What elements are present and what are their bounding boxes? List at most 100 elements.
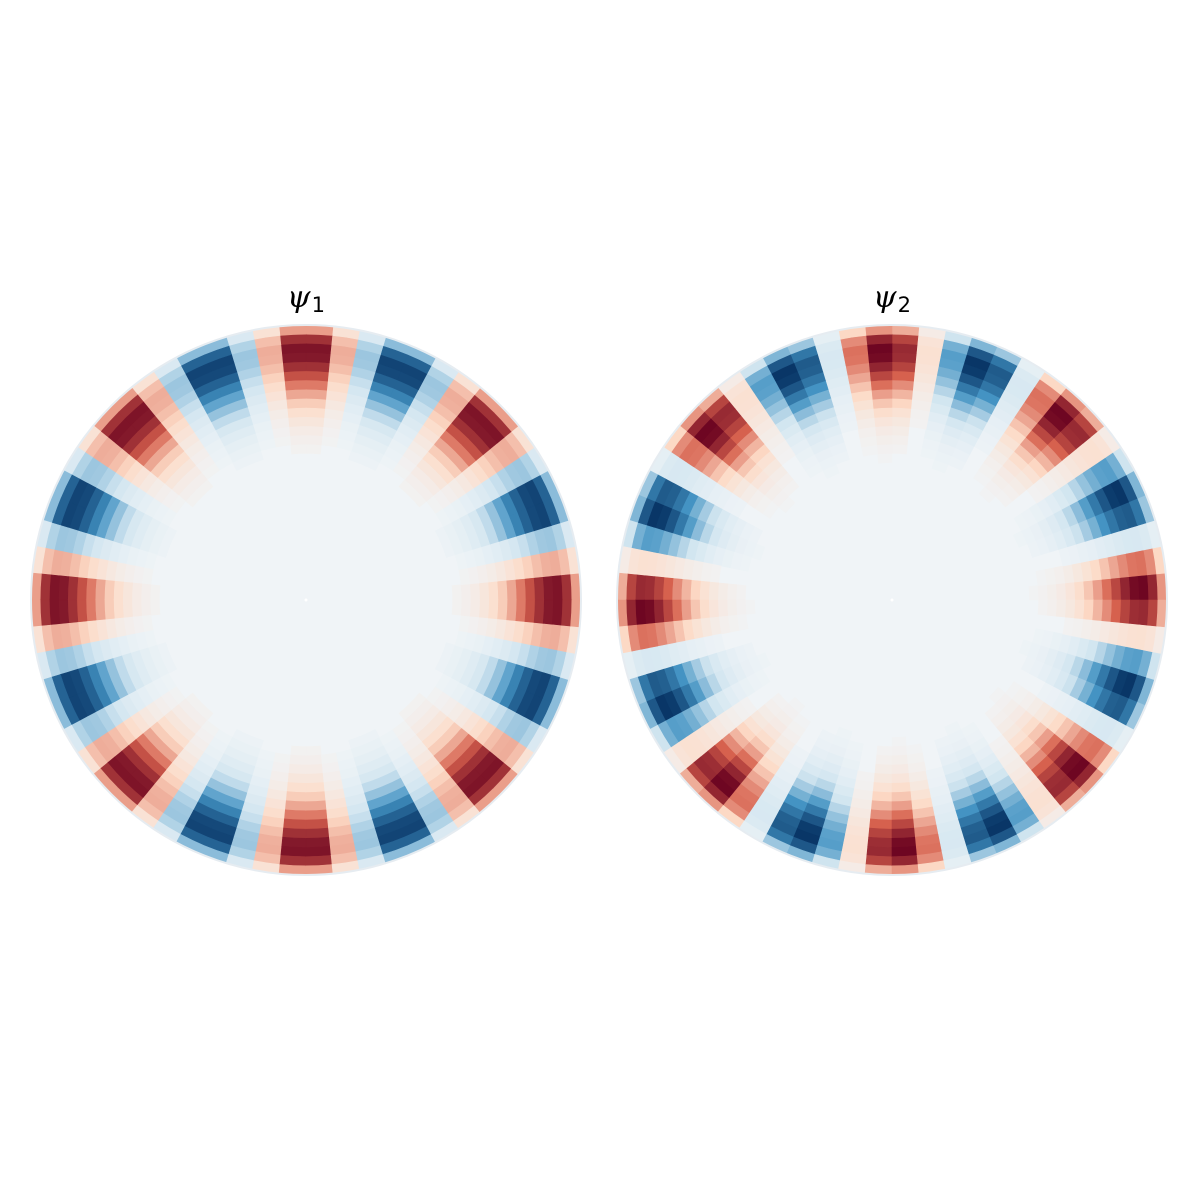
heatmap-cell bbox=[891, 388, 913, 400]
heatmap-cell bbox=[699, 580, 710, 601]
heatmap-cell bbox=[285, 791, 307, 802]
heatmap-cell bbox=[305, 370, 329, 382]
heatmap-cell bbox=[873, 773, 893, 784]
heatmap-cell bbox=[67, 599, 79, 624]
heatmap-cell bbox=[868, 361, 893, 373]
heatmap-cell bbox=[1137, 599, 1149, 626]
heatmap-cell bbox=[479, 599, 490, 619]
disc-rim bbox=[30, 324, 582, 876]
heatmap-cell bbox=[561, 599, 573, 627]
heatmap-cell bbox=[635, 599, 647, 626]
heatmap-cell bbox=[1092, 579, 1104, 601]
heatmap-cell bbox=[891, 379, 914, 391]
heatmap-cell bbox=[891, 818, 915, 830]
heatmap-cell bbox=[1083, 579, 1094, 601]
heatmap-cell bbox=[1055, 582, 1067, 601]
title-symbol: ψ bbox=[873, 280, 897, 315]
heatmap-cell bbox=[873, 416, 893, 427]
heatmap-cell bbox=[1074, 599, 1085, 620]
heatmap-cell bbox=[305, 388, 327, 400]
title-subscript: 1 bbox=[311, 293, 325, 317]
heatmap-cell bbox=[305, 416, 325, 427]
heatmap-cell bbox=[891, 370, 915, 382]
heatmap-cell bbox=[280, 343, 307, 355]
heatmap-cell bbox=[305, 379, 328, 391]
polar-heatmap-psi-1 bbox=[30, 324, 582, 876]
subplot-psi-1: ψ1 bbox=[26, 270, 586, 880]
heatmap-cell bbox=[891, 352, 917, 364]
heatmap-cell bbox=[113, 580, 124, 601]
heatmap-cell bbox=[305, 827, 330, 839]
heatmap-cell bbox=[1074, 580, 1085, 601]
heatmap-cell bbox=[690, 599, 701, 621]
heatmap-cell bbox=[285, 388, 307, 400]
heatmap-cell bbox=[149, 599, 161, 616]
heatmap-cell bbox=[488, 580, 499, 601]
heatmap-cell bbox=[871, 800, 893, 812]
heatmap-cell bbox=[625, 599, 637, 627]
heatmap-cell bbox=[305, 343, 332, 355]
heatmap-cell bbox=[867, 352, 893, 364]
heatmap-cell bbox=[542, 599, 554, 625]
heatmap-cell bbox=[671, 578, 683, 601]
heatmap-cell bbox=[870, 809, 893, 821]
heatmap-cell bbox=[283, 370, 307, 382]
heatmap-cell bbox=[680, 599, 692, 621]
heatmap-cell bbox=[287, 773, 307, 784]
polar-heatmap-psi-2 bbox=[616, 324, 1168, 876]
heatmap-cell bbox=[282, 827, 307, 839]
heatmap-cell bbox=[122, 581, 133, 601]
heatmap-cell bbox=[876, 443, 893, 455]
heatmap-cell bbox=[488, 599, 499, 620]
panel-title-psi-2: ψ2 bbox=[612, 278, 1172, 325]
heatmap-cell bbox=[1110, 599, 1122, 623]
heatmap-cell bbox=[891, 800, 913, 812]
heatmap-cell bbox=[279, 855, 307, 867]
heatmap-cell bbox=[877, 453, 893, 464]
heatmap-cell bbox=[726, 583, 738, 601]
heatmap-cells bbox=[616, 324, 1168, 876]
heatmap-cell bbox=[305, 434, 323, 446]
heatmap-cell bbox=[1065, 581, 1076, 601]
heatmap-cell bbox=[305, 443, 322, 455]
heatmap-cell bbox=[497, 599, 508, 621]
heatmap-cell bbox=[1147, 599, 1159, 627]
heatmap-cell bbox=[891, 791, 913, 802]
heatmap-cell bbox=[690, 579, 701, 601]
heatmap-cell bbox=[1119, 599, 1131, 624]
heatmap-cell bbox=[865, 333, 893, 345]
heatmap-cell bbox=[1092, 599, 1104, 621]
heatmap-cell bbox=[867, 836, 893, 848]
heatmap-cell bbox=[460, 583, 472, 601]
heatmap-cell bbox=[283, 818, 307, 830]
heatmap-cell bbox=[1147, 573, 1159, 601]
heatmap-cell bbox=[551, 574, 563, 601]
center-point bbox=[890, 598, 894, 602]
heatmap-cell bbox=[305, 818, 329, 830]
heatmap-cell bbox=[891, 407, 912, 418]
title-subscript: 2 bbox=[897, 293, 911, 317]
heatmap-cell bbox=[1101, 578, 1113, 601]
heatmap-cell bbox=[497, 579, 508, 601]
heatmap-cell bbox=[891, 836, 917, 848]
heatmap-cell bbox=[874, 763, 893, 775]
heatmap-cell bbox=[289, 754, 307, 766]
heatmap-cell bbox=[735, 599, 747, 616]
heatmap-cell bbox=[680, 579, 692, 601]
heatmap-cell bbox=[305, 836, 331, 848]
heatmap-cell bbox=[49, 574, 61, 601]
heatmap-cell bbox=[871, 791, 893, 802]
heatmap-cell bbox=[671, 599, 683, 622]
heatmap-cell bbox=[305, 407, 326, 418]
heatmap-cell bbox=[290, 443, 307, 455]
heatmap-cell bbox=[39, 573, 51, 601]
heatmap-cell bbox=[875, 434, 893, 446]
heatmap-cell bbox=[1055, 599, 1067, 618]
heatmap-cell bbox=[140, 599, 152, 617]
heatmap-cell bbox=[869, 370, 893, 382]
heatmap-cell bbox=[891, 425, 910, 437]
heatmap-cell bbox=[871, 388, 893, 400]
heatmap-cell bbox=[875, 754, 893, 766]
heatmap-cell bbox=[285, 800, 307, 812]
heatmap-cell bbox=[891, 333, 919, 345]
